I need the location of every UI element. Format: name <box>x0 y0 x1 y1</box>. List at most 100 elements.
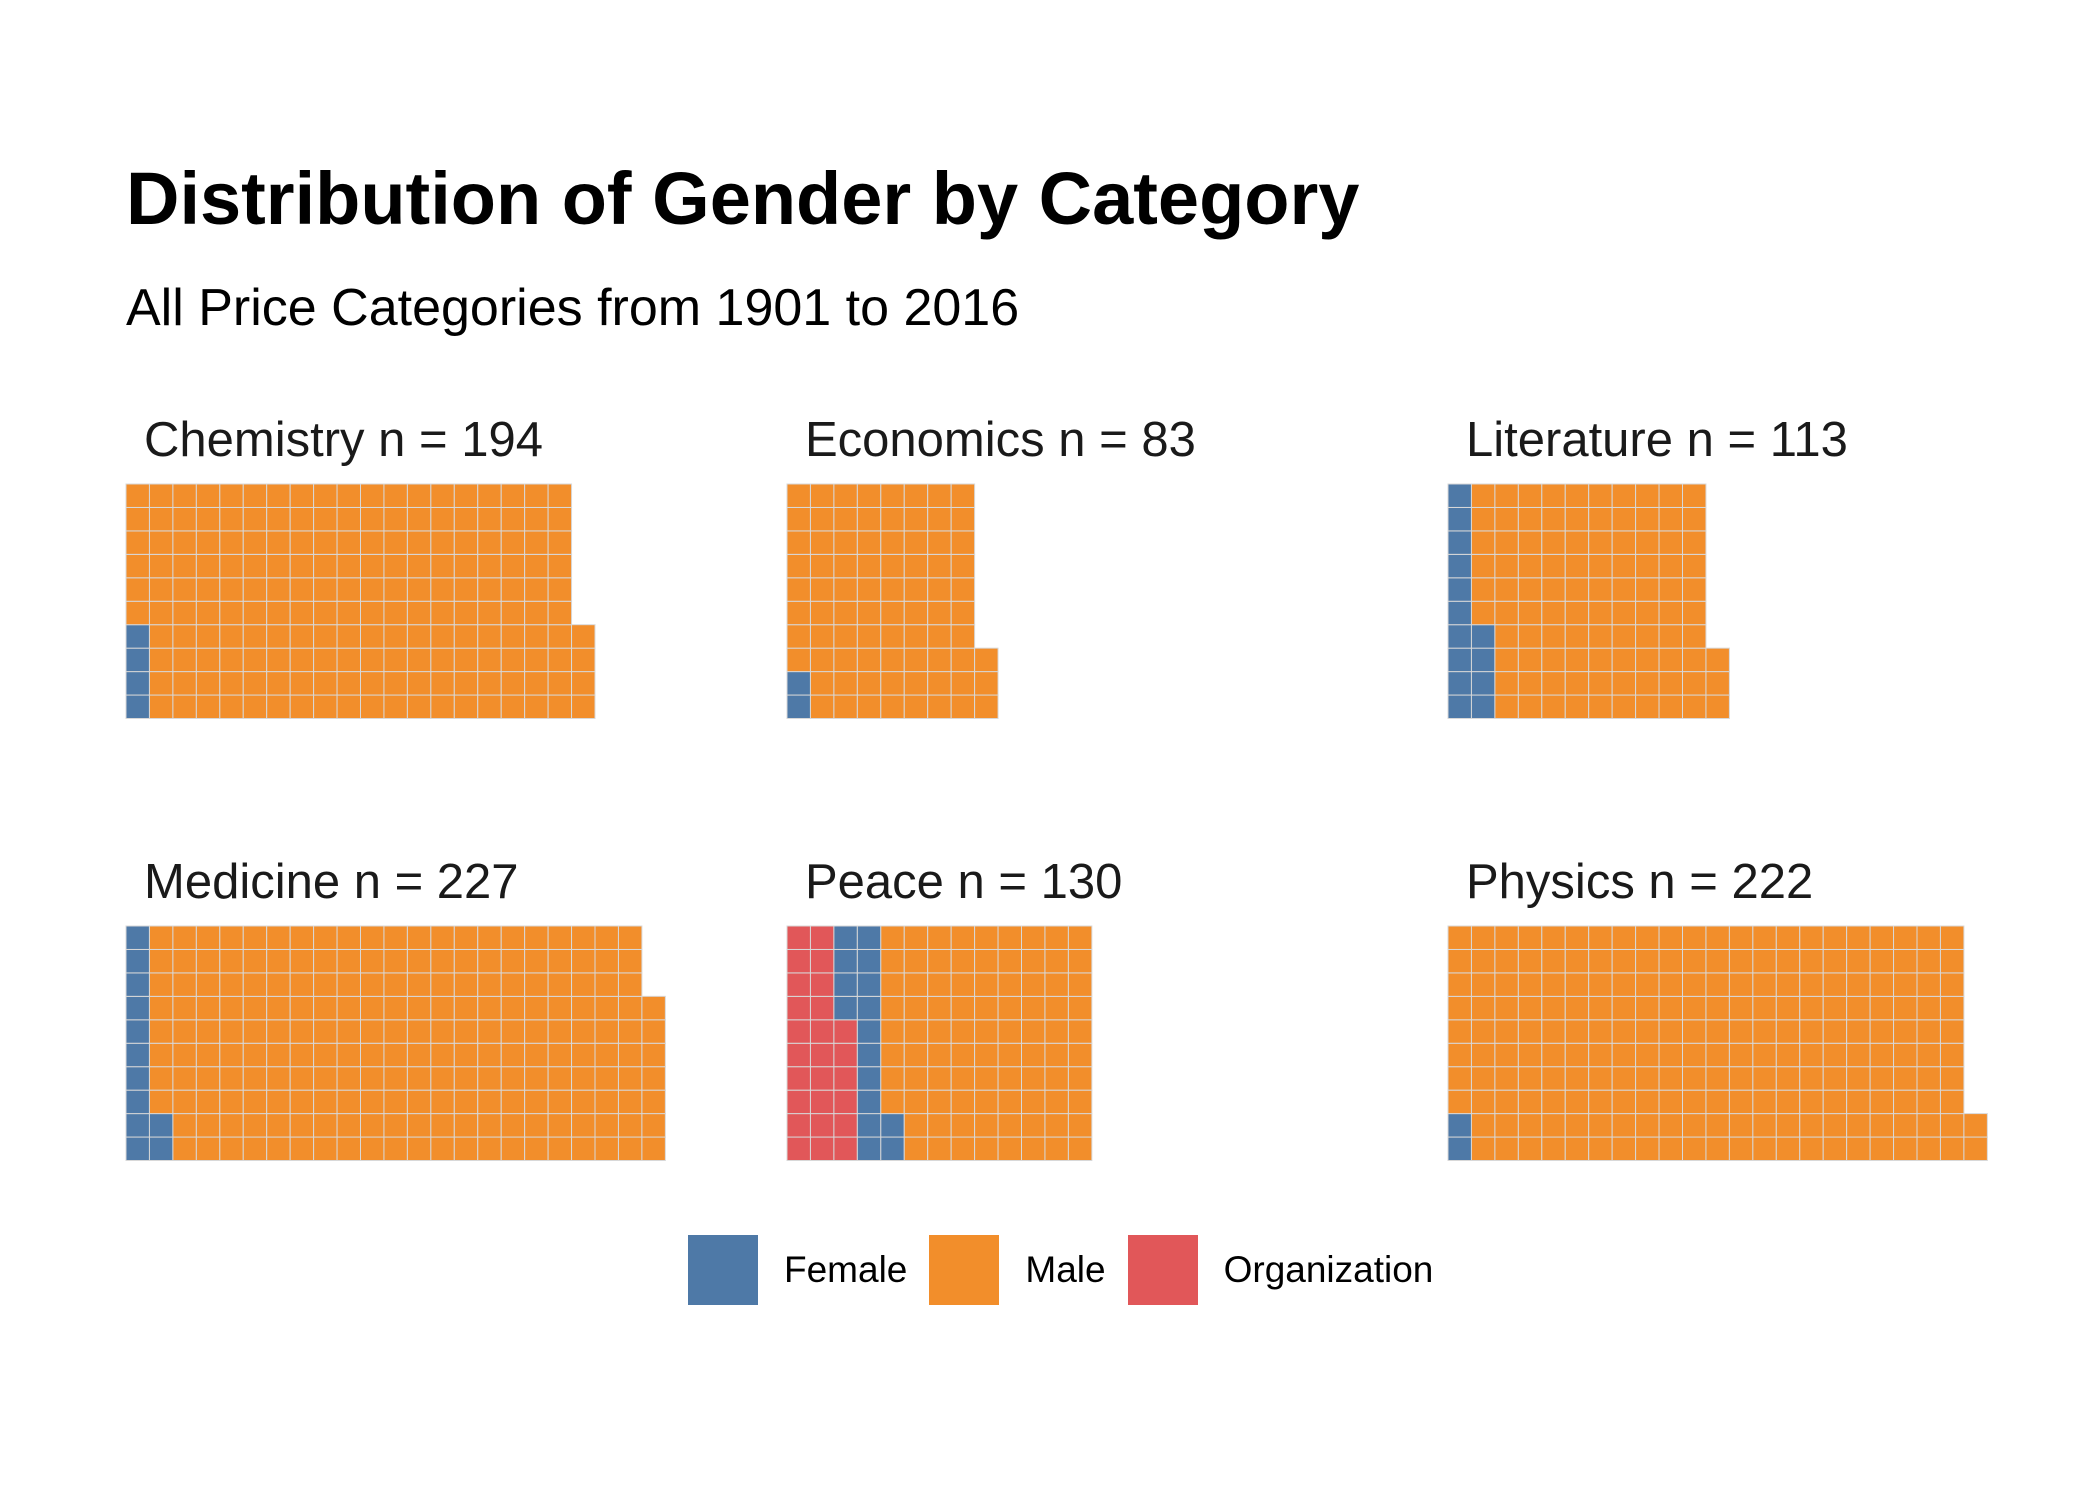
waffle-cell-male <box>641 1019 666 1044</box>
waffle-cell-male <box>786 506 811 532</box>
waffle-cell-male <box>1728 1066 1754 1091</box>
waffle-cell-male <box>453 1113 479 1138</box>
waffle-cell-male <box>571 694 596 719</box>
waffle-cell-male <box>500 694 526 719</box>
waffle-cell-male <box>1494 624 1519 649</box>
waffle-cell-male <box>1021 948 1046 974</box>
waffle-cell-male <box>786 647 811 673</box>
waffle-cell-male <box>974 1089 999 1115</box>
waffle-cell-male <box>1588 553 1613 579</box>
waffle-cell-male <box>1611 647 1637 673</box>
waffle-cell-male <box>1494 1019 1519 1044</box>
waffle-cell-male <box>1541 577 1566 602</box>
waffle-cell-male <box>289 1113 315 1138</box>
waffle-cell-male <box>313 995 338 1021</box>
waffle-cell-male <box>500 995 526 1021</box>
waffle-cell-male <box>195 1136 221 1162</box>
waffle-cell-male <box>289 553 315 579</box>
waffle-cell-male <box>172 972 197 997</box>
waffle-cell-male <box>1564 1066 1590 1091</box>
waffle-cell-male <box>594 1136 619 1162</box>
waffle-cell-male <box>406 600 432 626</box>
waffle-cell-male <box>219 1113 244 1138</box>
waffle-cell-male <box>219 948 244 974</box>
legend: Female Male Organization <box>688 1235 1455 1305</box>
waffle-cell-male <box>430 972 455 997</box>
waffle-cell-male <box>524 506 549 532</box>
waffle-cell-female <box>856 925 882 950</box>
waffle-cell-male <box>336 1066 361 1091</box>
facet-0: Chemistry n = 194 <box>125 413 596 719</box>
waffle-cell-male <box>195 530 221 555</box>
waffle-cell-male <box>1728 948 1754 974</box>
waffle-cell-male <box>880 995 905 1021</box>
waffle-cell-male <box>880 1089 905 1115</box>
waffle-cell-male <box>360 506 385 532</box>
waffle-cell-male <box>880 925 905 950</box>
waffle-cell-male <box>1588 1042 1613 1068</box>
waffle-cell-male <box>406 671 432 696</box>
waffle-cell-male <box>1611 1019 1637 1044</box>
waffle-cell-male <box>856 483 882 508</box>
waffle-cell-female <box>856 1113 882 1138</box>
waffle-cell-male <box>1564 948 1590 974</box>
waffle-cell-male <box>406 624 432 649</box>
waffle-cell-male <box>1470 1019 1496 1044</box>
waffle-cell-male <box>903 506 929 532</box>
waffle-cell-organization <box>786 1113 811 1138</box>
waffle-cell-male <box>1564 553 1590 579</box>
waffle-cell-male <box>383 577 408 602</box>
waffle-cell-female <box>856 1089 882 1115</box>
waffle-cell-male <box>313 1042 338 1068</box>
waffle-cell-male <box>1658 506 1684 532</box>
waffle-cell-male <box>1044 972 1069 997</box>
waffle-cell-male <box>383 647 408 673</box>
waffle-cell-male <box>406 1042 432 1068</box>
waffle-cell-male <box>148 1089 174 1115</box>
waffle-cell-male <box>500 506 526 532</box>
waffle-cell-male <box>1869 995 1895 1021</box>
waffle-cell-male <box>1682 1042 1707 1068</box>
waffle-cell-male <box>500 1019 526 1044</box>
waffle-cell-male <box>266 1089 291 1115</box>
waffle-cell-male <box>1635 530 1660 555</box>
waffle-cell-male <box>809 577 835 602</box>
waffle-cell-male <box>289 1019 315 1044</box>
waffle-cell-male <box>856 553 882 579</box>
waffle-cell-male <box>903 1113 929 1138</box>
waffle-cell-male <box>172 530 197 555</box>
waffle-cell-male <box>383 1136 408 1162</box>
waffle-cell-male <box>360 577 385 602</box>
waffle-cell-male <box>1541 506 1566 532</box>
waffle-cell-male <box>1846 1042 1871 1068</box>
waffle-cell-male <box>1752 1066 1777 1091</box>
waffle-cell-male <box>1541 624 1566 649</box>
waffle-cell-female <box>1447 600 1472 626</box>
waffle-cell-male <box>927 694 952 719</box>
waffle-cell-male <box>172 553 197 579</box>
waffle-cell-male <box>219 483 244 508</box>
waffle-cell-male <box>950 624 976 649</box>
waffle-cell-male <box>641 1042 666 1068</box>
waffle-cell-male <box>617 1113 643 1138</box>
waffle-cell-male <box>1799 948 1824 974</box>
waffle-cell-male <box>1822 1042 1848 1068</box>
waffle-cell-male <box>1588 1019 1613 1044</box>
waffle-cell-male <box>1775 1019 1801 1044</box>
waffle-cell-male <box>430 995 455 1021</box>
waffle-cell-male <box>383 530 408 555</box>
waffle-cell-male <box>1728 972 1754 997</box>
waffle-cell-male <box>1588 925 1613 950</box>
waffle-cell-male <box>524 694 549 719</box>
waffle-cell-male <box>1470 1089 1496 1115</box>
waffle-cell-male <box>1541 671 1566 696</box>
waffle-cell-male <box>594 1019 619 1044</box>
waffle-cell-male <box>547 553 573 579</box>
waffle-cell-male <box>1494 553 1519 579</box>
waffle-cell-male <box>1705 1113 1730 1138</box>
waffle-cell-male <box>1470 1136 1496 1162</box>
waffle-cell-male <box>1893 925 1918 950</box>
waffle-cell-male <box>641 1066 666 1091</box>
waffle-cell-male <box>1494 600 1519 626</box>
waffle-cell-male <box>360 948 385 974</box>
